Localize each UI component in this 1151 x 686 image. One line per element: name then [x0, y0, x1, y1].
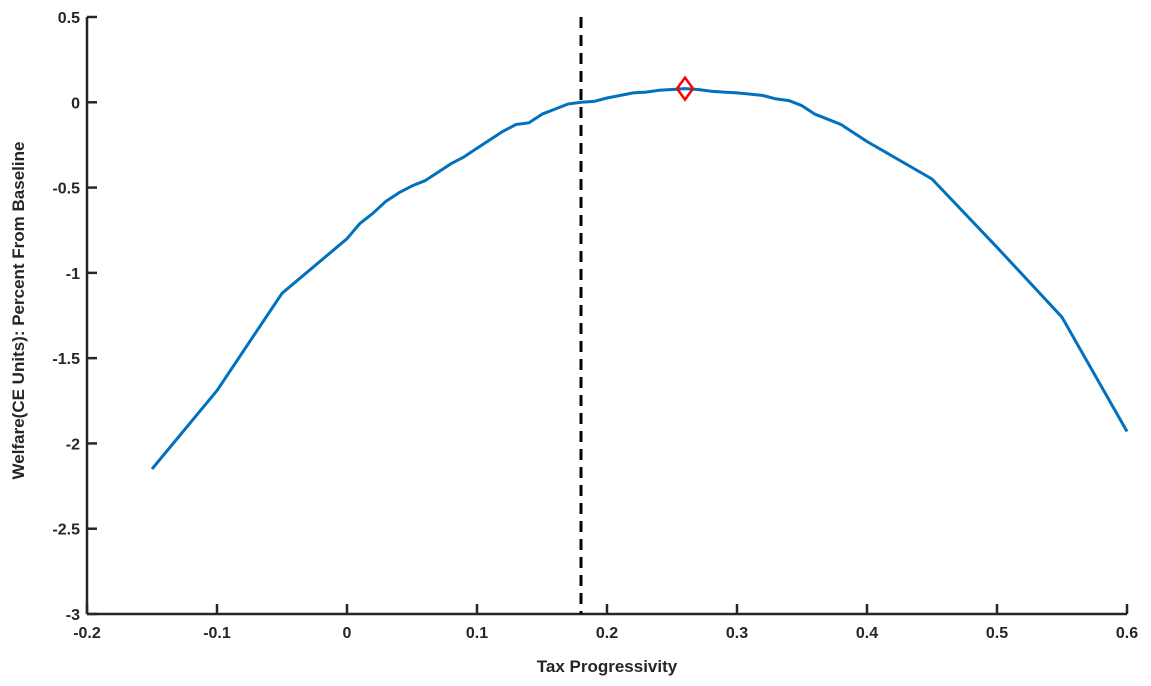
- y-tick-label: -1: [66, 266, 80, 283]
- x-tick-label: 0.4: [856, 625, 878, 642]
- y-axis-label: Welfare(CE Units): Percent From Baseline: [9, 142, 28, 480]
- y-tick-label: -2: [66, 436, 80, 453]
- x-tick-label: -0.1: [203, 625, 231, 642]
- y-tick-label: -3: [66, 607, 80, 624]
- x-tick-label: -0.2: [73, 625, 101, 642]
- series-line-welfare: [150, 87, 1129, 470]
- x-ticks: -0.2 -0.1 0 0.1 0.2 0.3 0.4 0.5 0.6: [73, 604, 1138, 642]
- x-tick-label: 0.2: [596, 625, 618, 642]
- y-tick-label: -0.5: [52, 181, 80, 198]
- x-tick-label: 0: [343, 625, 352, 642]
- x-axis-label: Tax Progressivity: [537, 657, 678, 676]
- y-tick-label: -2.5: [52, 522, 80, 539]
- y-tick-label: 0: [71, 95, 80, 112]
- y-ticks: -3 -2.5 -2 -1.5 -1 -0.5 0 0.5: [52, 10, 97, 624]
- y-tick-label: -1.5: [52, 351, 80, 368]
- peak-diamond-marker: [675, 75, 695, 102]
- x-tick-label: 0.3: [726, 625, 748, 642]
- x-tick-label: 0.5: [986, 625, 1008, 642]
- x-tick-label: 0.1: [466, 625, 488, 642]
- x-tick-label: 0.6: [1116, 625, 1138, 642]
- plot-area: -0.2 -0.1 0 0.1 0.2 0.3 0.4 0.5 0.6 -3 -2.5 -2 -1.5…: [52, 10, 1138, 642]
- y-tick-label: 0.5: [58, 10, 80, 27]
